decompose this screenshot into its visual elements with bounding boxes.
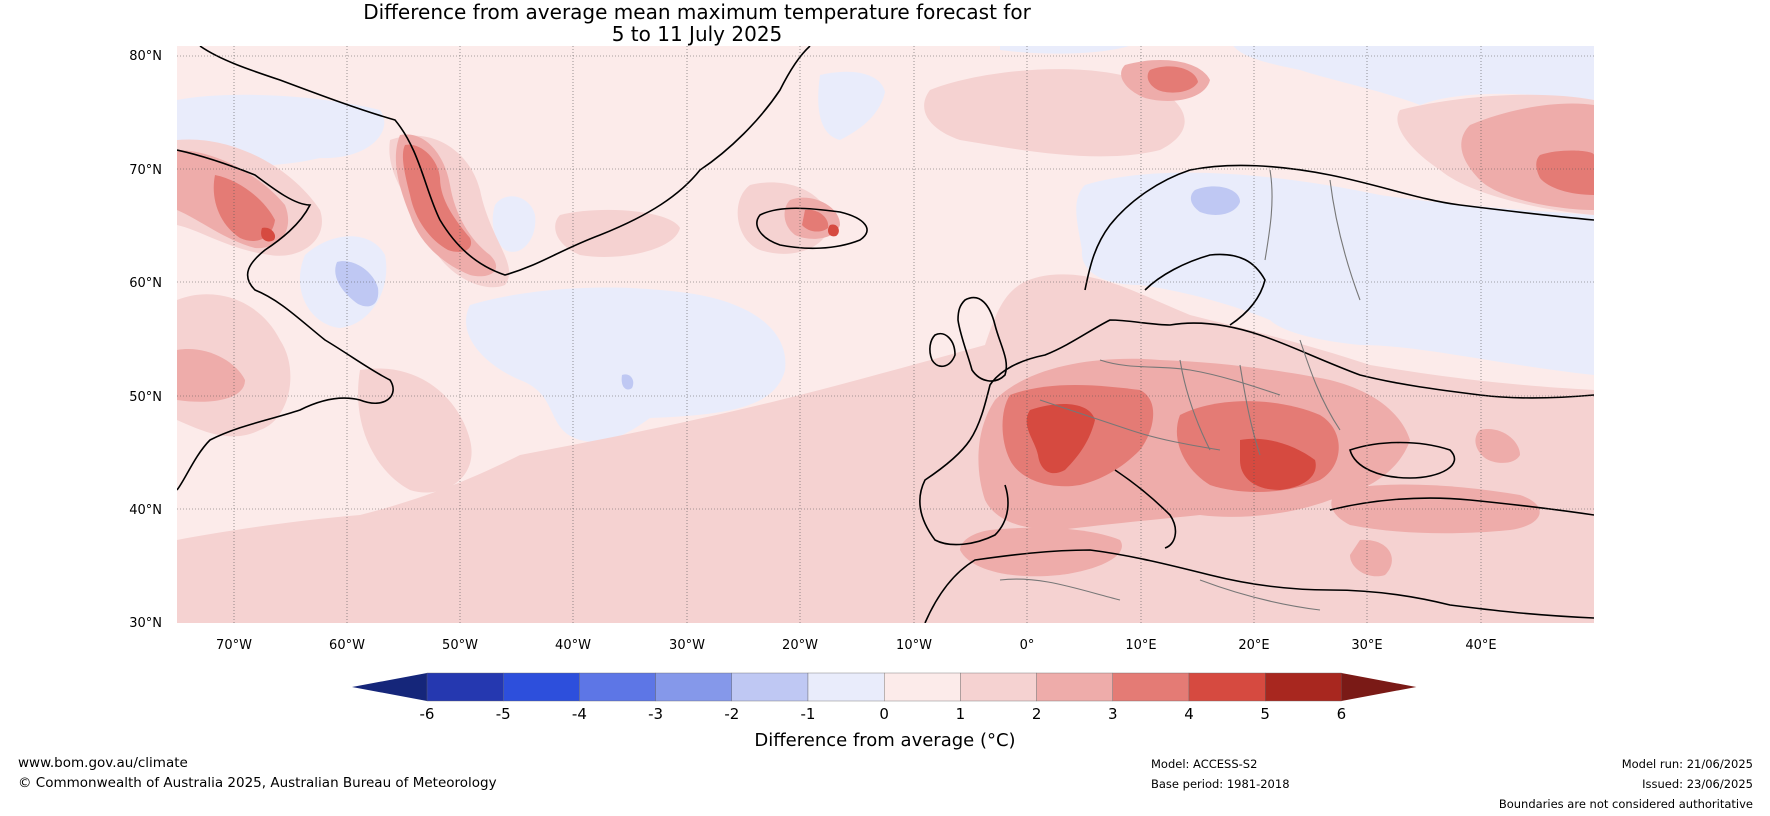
colorbar-segment — [1264, 672, 1342, 702]
model-text: Model: ACCESS-S2 — [1151, 757, 1258, 771]
lon-label: 30°W — [669, 638, 705, 653]
lon-label: 10°E — [1125, 638, 1156, 653]
longitude-labels: 70°W 60°W 50°W 40°W 30°W 20°W 10°W 0° 10… — [216, 638, 1497, 653]
lon-label: 40°E — [1465, 638, 1496, 653]
colorbar-label: Difference from average (°C) — [754, 730, 1015, 751]
lat-label: 60°N — [129, 276, 162, 291]
model-run-text: Model run: 21/06/2025 — [1621, 757, 1753, 771]
colorbar — [352, 672, 1417, 702]
colorbar-segment — [503, 672, 580, 702]
lon-label: 20°W — [782, 638, 818, 653]
colorbar-segment — [731, 672, 809, 702]
colorbar-tick-label: 5 — [1260, 705, 1270, 723]
disclaimer-text: Boundaries are not considered authoritat… — [1498, 797, 1753, 811]
colorbar-tick-label: -2 — [724, 705, 739, 723]
colorbar-segment — [1036, 672, 1113, 702]
lon-label: 50°W — [442, 638, 478, 653]
map-title-line-1: Difference from average mean maximum tem… — [363, 0, 1031, 24]
lon-label: 70°W — [216, 638, 252, 653]
colorbar-tick-label: 2 — [1032, 705, 1042, 723]
lon-label: 40°W — [555, 638, 591, 653]
colorbar-segment — [1112, 672, 1190, 702]
colorbar-segment — [426, 672, 504, 702]
country-borders — [999, 169, 1361, 611]
colorbar-segment — [1188, 672, 1266, 702]
lon-label: 10°W — [896, 638, 932, 653]
coastlines — [177, 46, 1594, 623]
lat-label: 70°N — [129, 163, 162, 178]
lat-label: 30°N — [129, 616, 162, 631]
lon-label: 30°E — [1351, 638, 1382, 653]
colorbar-tick-label: 0 — [879, 705, 889, 723]
colorbar-segment — [960, 672, 1037, 702]
anomaly-positive-1-2 — [177, 69, 1594, 623]
colorbar-extend-low — [352, 673, 427, 701]
colorbar-tick-label: 3 — [1108, 705, 1118, 723]
map-title-line-2: 5 to 11 July 2025 — [611, 22, 783, 46]
colorbar-segment — [655, 672, 732, 702]
lon-label: 20°E — [1238, 638, 1269, 653]
anomaly-negative-mid — [335, 186, 1240, 390]
latitude-labels: 80°N 70°N 60°N 50°N 40°N 30°N — [129, 49, 162, 631]
colorbar-tick-label: 4 — [1184, 705, 1194, 723]
copyright-text: © Commonwealth of Australia 2025, Austra… — [18, 775, 497, 791]
graticule — [177, 46, 1594, 623]
lat-label: 50°N — [129, 390, 162, 405]
colorbar-tick-label: 1 — [956, 705, 966, 723]
lat-label: 80°N — [129, 49, 162, 64]
colorbar-tick-label: -3 — [648, 705, 663, 723]
lon-label: 60°W — [329, 638, 365, 653]
website-link[interactable]: www.bom.gov.au/climate — [18, 755, 188, 771]
colorbar-segment — [884, 672, 961, 702]
lat-label: 40°N — [129, 503, 162, 518]
colorbar-extend-high — [1341, 673, 1417, 701]
colorbar-segment — [579, 672, 656, 702]
colorbar-tick-label: -5 — [496, 705, 511, 723]
colorbar-segment — [807, 672, 885, 702]
colorbar-tick-labels: -6 -5 -4 -3 -2 -1 0 1 2 3 4 5 6 — [420, 705, 1347, 723]
issued-text: Issued: 23/06/2025 — [1642, 777, 1753, 791]
lon-label: 0° — [1020, 638, 1035, 653]
colorbar-tick-label: 6 — [1337, 705, 1347, 723]
colorbar-tick-label: -4 — [572, 705, 587, 723]
base-period-text: Base period: 1981-2018 — [1151, 777, 1290, 791]
colorbar-tick-label: -6 — [420, 705, 435, 723]
colorbar-tick-label: -1 — [801, 705, 816, 723]
map-area — [177, 46, 1594, 623]
